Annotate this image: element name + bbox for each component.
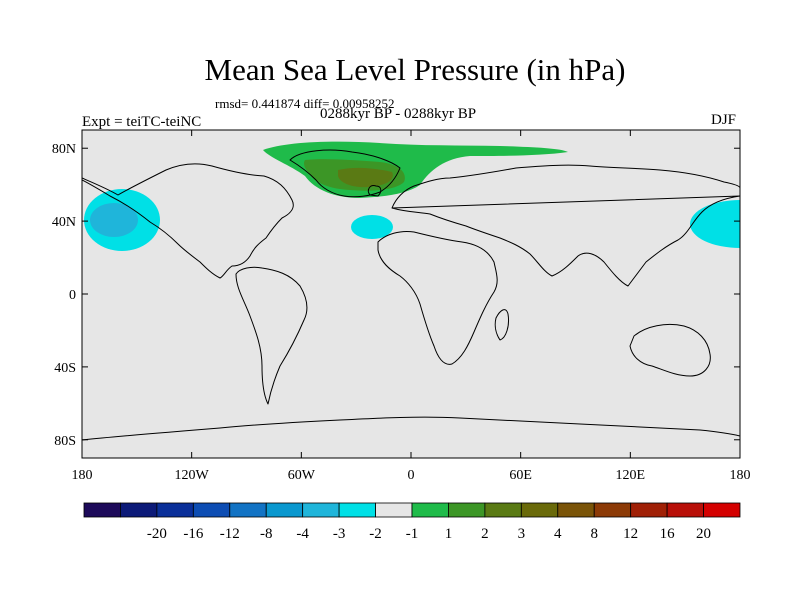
region-north-atlantic-low: [351, 215, 393, 239]
colorbar-label: 1: [445, 526, 453, 542]
coast-south-america: [235, 266, 308, 405]
y-tick-label: 40N: [52, 215, 76, 230]
colorbar-label: -1: [406, 526, 419, 542]
experiment-label: Expt = teiTC-teiNC: [82, 114, 202, 130]
y-axis: 80N 40N 0 40S 80S: [52, 142, 740, 449]
x-tick-label: 60W: [288, 468, 316, 483]
coast-madagascar: [494, 309, 509, 341]
colorbar-label: -12: [220, 526, 240, 542]
colorbar: -20 -16 -12 -8 -4 -3 -2 -1 1 2 3 4 8 12 16 20: [83, 502, 741, 542]
y-tick-label: 0: [69, 288, 76, 303]
chart-title: Mean Sea Level Pressure (in hPa): [204, 52, 626, 87]
colorbar-label: 3: [518, 526, 526, 542]
colorbar-swatch: [520, 502, 559, 518]
colorbar-swatch: [630, 502, 668, 518]
coast-greenland: [289, 149, 401, 198]
colorbar-label: 2: [481, 526, 489, 542]
colorbar-label: 12: [623, 526, 638, 542]
colorbar-swatch: [302, 502, 340, 518]
y-tick-label: 80N: [52, 142, 76, 157]
colorbar-swatch: [120, 502, 158, 518]
coastlines: [82, 149, 740, 441]
stats-line: rmsd= 0.441874 diff= 0.00958252: [215, 96, 395, 111]
colorbar-label: 4: [554, 526, 562, 542]
anomaly-fields: [84, 141, 740, 251]
x-tick-label: 180: [730, 468, 751, 483]
colorbar-label: 8: [590, 526, 598, 542]
colorbar-label: -8: [260, 526, 273, 542]
colorbar-swatch: [375, 502, 413, 518]
coast-africa: [377, 231, 498, 365]
colorbar-label: -2: [369, 526, 382, 542]
colorbar-label: -20: [147, 526, 167, 542]
colorbar-label: -16: [183, 526, 203, 542]
period-subtitle: 0288kyr BP - 0288kyr BP: [320, 106, 477, 122]
y-tick-label: 40S: [54, 361, 76, 376]
colorbar-swatch: [557, 502, 595, 518]
colorbar-swatch: [192, 502, 231, 518]
colorbar-swatch: [703, 502, 741, 518]
x-tick-label: 120W: [175, 468, 210, 483]
colorbar-label: 16: [660, 526, 676, 542]
colorbar-label: -3: [333, 526, 346, 542]
coast-antarctica: [82, 416, 740, 441]
y-tick-label: 80S: [54, 434, 76, 449]
region-greenland-high-b: [338, 167, 393, 188]
colorbar-label: -4: [296, 526, 309, 542]
coast-eurasia: [391, 164, 740, 287]
coast-iceland: [367, 185, 382, 197]
x-axis: 180 120W 60W 0 60E 120E 180: [72, 130, 751, 483]
x-tick-label: 0: [408, 468, 415, 483]
colorbar-swatch: [666, 502, 704, 518]
colorbar-label: 20: [696, 526, 711, 542]
x-tick-label: 180: [72, 468, 93, 483]
colorbar-swatch: [484, 502, 522, 518]
colorbar-swatch: [448, 502, 486, 518]
season-label: DJF: [711, 112, 737, 128]
colorbar-swatch: [265, 502, 304, 518]
x-tick-label: 60E: [509, 468, 532, 483]
colorbar-swatch: [338, 502, 376, 518]
x-tick-label: 120E: [616, 468, 646, 483]
colorbar-swatch: [156, 502, 194, 518]
colorbar-swatch: [411, 502, 449, 518]
colorbar-swatch: [83, 502, 121, 518]
colorbar-swatch: [229, 502, 267, 518]
region-north-pacific-high-b: [90, 203, 138, 237]
colorbar-swatch: [593, 502, 632, 518]
coast-australia: [629, 323, 711, 377]
coast-north-america: [82, 163, 294, 279]
